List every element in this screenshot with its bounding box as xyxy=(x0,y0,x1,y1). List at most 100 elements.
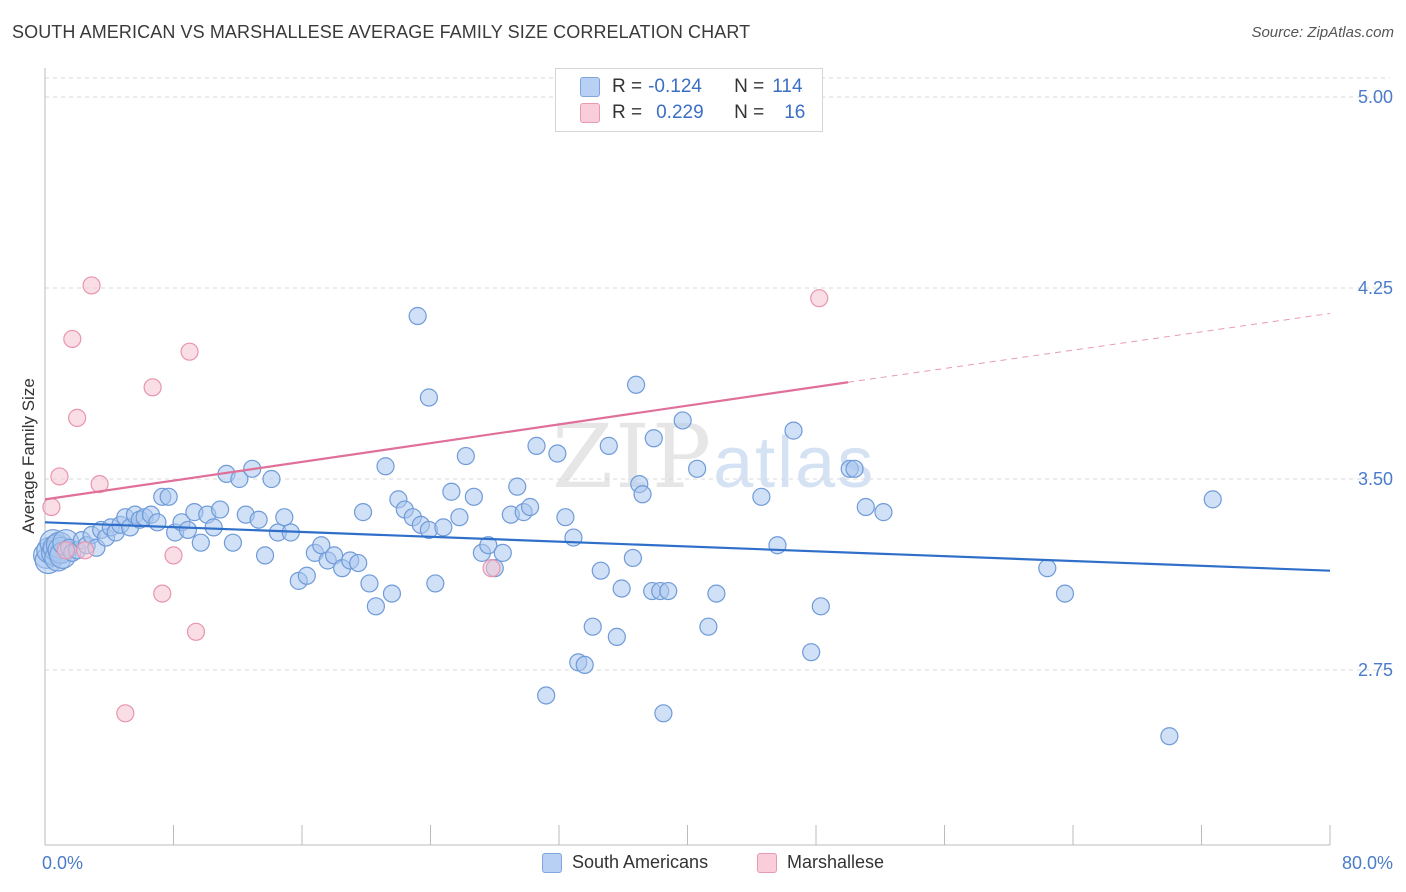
south-americans-point xyxy=(297,566,316,585)
south-americans-point xyxy=(673,411,692,430)
marshallese-point xyxy=(68,408,87,427)
south-americans-point xyxy=(349,553,368,573)
marshallese-point xyxy=(56,541,75,560)
south-americans-point xyxy=(599,436,618,455)
y-tick-label: 2.75 xyxy=(1358,660,1393,680)
correlation-legend: R = -0.124 N = 114 R = 0.229 N = 16 xyxy=(555,68,823,132)
marshallese-point xyxy=(143,378,162,397)
south-americans-point xyxy=(353,503,373,522)
marshallese-point xyxy=(63,329,82,349)
south-americans-point xyxy=(811,597,830,616)
bottom-legend-marshallese: Marshallese xyxy=(757,852,884,873)
marshallese-point xyxy=(482,559,501,578)
marshallese-point xyxy=(164,546,183,565)
series-marshallese xyxy=(42,276,829,723)
south-americans-point xyxy=(564,528,583,547)
south-americans-point xyxy=(612,579,631,598)
south-americans-point xyxy=(255,546,275,565)
south-americans-point xyxy=(802,643,821,662)
marshallese-point xyxy=(76,541,95,560)
legend-r-label: R = xyxy=(612,76,643,97)
tick-labels: 5.00 4.25 3.50 2.75 0.0% 80.0% Average Family … xyxy=(19,87,1393,873)
marshallese-point xyxy=(42,497,61,517)
south-americans-point xyxy=(654,704,673,723)
south-americans-point xyxy=(360,574,379,593)
marshallese-point xyxy=(90,474,109,494)
y-tick-label: 5.00 xyxy=(1358,87,1393,107)
marshallese-point xyxy=(153,584,172,603)
south-americans-point xyxy=(626,375,646,394)
south-americans-point xyxy=(419,388,438,407)
south-americans-point xyxy=(591,561,610,580)
south-americans-trend-line xyxy=(44,521,1331,572)
legend-n-value: 16 xyxy=(784,102,806,123)
south-americans-point xyxy=(442,482,461,501)
legend-swatch-blue xyxy=(580,77,600,97)
south-americans-point xyxy=(659,581,678,601)
south-americans-point xyxy=(456,446,475,466)
x-tick-label-min: 0.0% xyxy=(42,853,83,873)
legend-r-value: -0.124 xyxy=(648,76,702,97)
legend-row-marshallese: R = 0.229 N = 16 xyxy=(580,100,805,126)
south-americans-point xyxy=(312,536,331,555)
grid-lines xyxy=(45,77,1390,671)
chart-title: SOUTH AMERICAN VS MARSHALLESE AVERAGE FA… xyxy=(12,22,751,42)
south-americans-point xyxy=(148,513,167,532)
y-tick-label: 3.50 xyxy=(1358,469,1393,489)
south-americans-point xyxy=(366,597,385,616)
south-americans-point xyxy=(845,459,864,478)
marshallese-point xyxy=(180,342,199,361)
series-south-americans xyxy=(33,306,1222,746)
legend-n-label: N = xyxy=(734,76,765,97)
south-americans-point xyxy=(493,543,512,562)
south-americans-point xyxy=(583,617,602,636)
bottom-legend-label: South Americans xyxy=(572,852,709,872)
south-americans-point xyxy=(275,508,294,527)
south-americans-point xyxy=(508,477,527,496)
axes xyxy=(44,68,1331,846)
source-label: Source: ZipAtlas.com xyxy=(1251,24,1394,41)
south-americans-point xyxy=(450,508,469,527)
marshallese-point xyxy=(186,622,206,641)
legend-swatch-pink xyxy=(580,103,600,123)
south-americans-point xyxy=(376,457,395,476)
south-americans-point xyxy=(1055,584,1075,603)
south-americans-point xyxy=(1038,559,1057,578)
south-americans-point xyxy=(623,548,642,568)
south-americans-point xyxy=(1203,490,1222,509)
south-americans-point xyxy=(707,584,726,603)
south-americans-point xyxy=(527,436,546,455)
south-americans-point xyxy=(210,500,230,519)
south-americans-point xyxy=(159,487,178,506)
legend-r-label: R = xyxy=(612,102,643,123)
south-americans-point xyxy=(426,574,445,593)
bottom-legend-label: Marshallese xyxy=(787,852,885,872)
south-americans-point xyxy=(223,533,243,552)
south-americans-point xyxy=(874,503,893,522)
x-tick-label-max: 80.0% xyxy=(1342,853,1393,873)
marshallese-point xyxy=(810,289,829,308)
legend-n-label: N = xyxy=(734,102,765,123)
marshallese-point xyxy=(50,467,69,486)
south-americans-point xyxy=(784,421,803,440)
bottom-legend-south-americans: South Americans xyxy=(542,852,708,873)
south-americans-point xyxy=(479,536,498,555)
y-tick-label: 4.25 xyxy=(1358,278,1393,298)
south-americans-point xyxy=(548,444,567,463)
marshallese-trend-extension xyxy=(848,312,1331,383)
south-americans-point xyxy=(607,627,626,646)
south-americans-point xyxy=(575,655,594,675)
south-americans-point xyxy=(382,584,402,603)
south-americans-point xyxy=(856,497,875,517)
south-americans-point xyxy=(249,510,268,529)
south-americans-point xyxy=(752,487,771,506)
marshallese-point xyxy=(116,704,135,723)
south-americans-point xyxy=(537,686,556,705)
bottom-legend-swatch-blue xyxy=(542,852,562,873)
south-americans-point xyxy=(178,520,198,540)
south-americans-point xyxy=(644,429,663,448)
legend-n-value: 114 xyxy=(772,76,803,97)
south-americans-point xyxy=(1160,727,1179,746)
south-americans-point xyxy=(688,459,707,478)
y-axis-label: Average Family Size xyxy=(19,378,38,534)
